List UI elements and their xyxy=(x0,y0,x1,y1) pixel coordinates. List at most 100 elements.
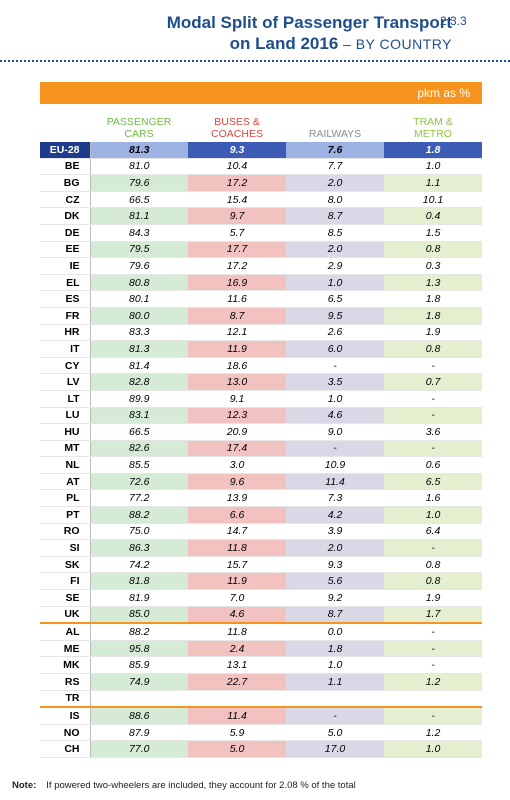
country-code: DK xyxy=(40,207,91,225)
value-cell: 3.6 xyxy=(384,423,482,441)
value-cell: 22.7 xyxy=(188,673,286,691)
value-cell: 79.6 xyxy=(90,174,188,192)
country-code: CZ xyxy=(40,191,91,209)
value-cell: 7.3 xyxy=(286,489,384,508)
value-cell: 77.0 xyxy=(90,740,188,758)
value-cell: 72.6 xyxy=(90,473,188,491)
country-code: FR xyxy=(40,307,91,325)
column-header: PASSENGER CARS xyxy=(106,116,172,140)
value-cell: 1.8 xyxy=(384,142,482,159)
value-cell: 7.6 xyxy=(286,142,384,159)
value-cell: 1.2 xyxy=(384,724,482,742)
table-row: NL 85.5 3.0 10.9 0.6 xyxy=(40,456,482,474)
note-text: If powered two-wheelers are included, th… xyxy=(46,780,356,791)
value-cell: 9.6 xyxy=(188,473,286,491)
table-row: DK 81.1 9.7 8.7 0.4 xyxy=(40,207,482,225)
value-cell: 86.3 xyxy=(90,539,188,557)
value-cell: 3.5 xyxy=(286,373,384,391)
value-cell: 85.9 xyxy=(90,656,188,674)
table-row: CZ 66.5 15.4 8.0 10.1 xyxy=(40,191,482,209)
value-cell: - xyxy=(384,407,482,425)
value-cell: 6.6 xyxy=(188,506,286,524)
value-cell: 2.0 xyxy=(286,539,384,557)
value-cell: 1.9 xyxy=(384,589,482,607)
column-header: RAILWAYS xyxy=(308,128,362,140)
country-code: AT xyxy=(40,473,91,491)
value-cell: 1.0 xyxy=(286,656,384,674)
column-header: TRAM & METRO xyxy=(413,116,453,140)
value-cell xyxy=(90,690,188,708)
value-cell: 80.0 xyxy=(90,307,188,325)
value-cell: - xyxy=(286,440,384,458)
value-cell: 1.9 xyxy=(384,324,482,342)
value-cell: 88.6 xyxy=(90,706,188,725)
value-cell: 1.8 xyxy=(384,290,482,308)
value-cell xyxy=(188,690,286,708)
value-cell: - xyxy=(384,656,482,674)
table-row: MK 85.9 13.1 1.0- xyxy=(40,656,482,674)
value-cell: 11.6 xyxy=(188,290,286,308)
value-cell: 1.1 xyxy=(384,174,482,192)
country-code: EE xyxy=(40,241,91,259)
country-code: IS xyxy=(40,706,91,725)
value-cell: 88.2 xyxy=(90,622,188,641)
country-code: TR xyxy=(40,690,91,708)
value-cell: 0.4 xyxy=(384,207,482,225)
value-cell: 1.0 xyxy=(286,274,384,292)
table-row: FR 80.0 8.7 9.5 1.8 xyxy=(40,307,482,325)
value-cell: 11.9 xyxy=(188,340,286,358)
value-cell: 89.9 xyxy=(90,390,188,408)
value-cell: 82.6 xyxy=(90,440,188,458)
table-row: IT 81.3 11.9 6.0 0.8 xyxy=(40,340,482,358)
value-cell: - xyxy=(384,539,482,557)
value-cell: 80.1 xyxy=(90,290,188,308)
value-cell: 1.0 xyxy=(384,158,482,176)
country-code: EU-28 xyxy=(40,142,91,159)
value-cell: 2.0 xyxy=(286,241,384,259)
value-cell: 79.6 xyxy=(90,257,188,275)
table-row: EE 79.5 17.7 2.0 0.8 xyxy=(40,241,482,259)
table-row: ME 95.8 2.4 1.8- xyxy=(40,640,482,658)
value-cell: 14.7 xyxy=(188,523,286,541)
value-cell: 81.3 xyxy=(90,142,188,159)
value-cell: 1.7 xyxy=(384,606,482,624)
value-cell: - xyxy=(286,706,384,725)
section-number: 2.3.3 xyxy=(440,14,467,28)
header-row: PASSENGER CARS BUSES & COACHES RAILWAYS TRA… xyxy=(40,106,482,142)
table-row: AL 88.2 11.8 0.0- xyxy=(40,622,482,641)
value-cell: 9.2 xyxy=(286,589,384,607)
value-cell: 13.1 xyxy=(188,656,286,674)
table-row: RO 75.0 14.7 3.9 6.4 xyxy=(40,523,482,541)
value-cell: 17.2 xyxy=(188,174,286,192)
value-cell: - xyxy=(384,640,482,658)
value-cell: 6.5 xyxy=(286,290,384,308)
country-code: ME xyxy=(40,640,91,658)
title-text: on Land 2016 xyxy=(229,34,339,53)
value-cell: 11.8 xyxy=(188,622,286,641)
value-cell: 8.7 xyxy=(188,307,286,325)
country-code: DE xyxy=(40,224,91,242)
unit-bar: pkm as % xyxy=(40,82,482,104)
table-row: SE 81.9 7.0 9.2 1.9 xyxy=(40,589,482,607)
country-code: HU xyxy=(40,423,91,441)
value-cell: 82.8 xyxy=(90,373,188,391)
country-code: HR xyxy=(40,324,91,342)
country-code: IT xyxy=(40,340,91,358)
value-cell: 3.0 xyxy=(188,456,286,474)
table-row: PL 77.2 13.9 7.3 1.6 xyxy=(40,489,482,508)
value-cell: 83.1 xyxy=(90,407,188,425)
country-code: RO xyxy=(40,523,91,541)
divider xyxy=(0,60,510,62)
value-cell: 17.7 xyxy=(188,241,286,259)
value-cell: 8.5 xyxy=(286,224,384,242)
value-cell: 13.9 xyxy=(188,489,286,508)
value-cell: 5.9 xyxy=(188,724,286,742)
value-cell: 2.6 xyxy=(286,324,384,342)
value-cell: 5.7 xyxy=(188,224,286,242)
value-cell: 75.0 xyxy=(90,523,188,541)
value-cell: 6.0 xyxy=(286,340,384,358)
country-code: SI xyxy=(40,539,91,557)
table-row: CY 81.4 18.6- - xyxy=(40,357,482,375)
table-row: ES 80.1 11.6 6.5 1.8 xyxy=(40,290,482,308)
value-cell: 11.4 xyxy=(188,706,286,725)
